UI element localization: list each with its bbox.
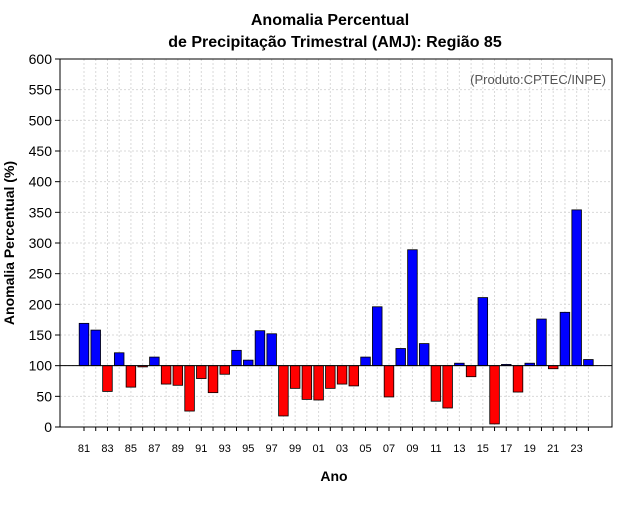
- y-tick-label: 200: [29, 296, 53, 312]
- x-axis-label: Ano: [320, 468, 347, 484]
- bar-2003: [336, 365, 348, 385]
- y-tick-label: 50: [36, 388, 52, 404]
- credit-annotation: (Produto:CPTEC/INPE): [470, 72, 606, 87]
- y-tick-label: 100: [29, 358, 53, 374]
- bar-1982: [90, 329, 101, 367]
- x-tick-label: 09: [406, 443, 418, 455]
- bar-1993: [219, 365, 230, 375]
- x-tick-label: 91: [195, 443, 207, 455]
- bar-2000: [301, 365, 313, 400]
- y-tick-label: 450: [29, 143, 53, 159]
- bar-1983: [102, 365, 113, 392]
- y-tick-label: 0: [44, 419, 52, 435]
- x-tick-label: 05: [359, 443, 371, 455]
- bar-1994: [231, 349, 242, 367]
- bar-2024: [583, 359, 594, 367]
- x-tick-label: 03: [336, 443, 348, 455]
- x-tick-label: 07: [383, 443, 395, 455]
- bar-2002: [325, 365, 336, 389]
- bar-2016: [489, 365, 500, 425]
- bar-2020: [536, 318, 547, 367]
- bar-2018: [512, 365, 524, 393]
- y-tick-label: 550: [29, 82, 53, 98]
- y-axis-label: Anomalia Percentual (%): [1, 161, 17, 325]
- x-tick-label: 81: [78, 443, 90, 455]
- bar-2014: [465, 365, 477, 378]
- x-tick-label: 99: [289, 443, 301, 455]
- x-tick-label: 13: [453, 443, 465, 455]
- x-tick-label: 83: [101, 443, 113, 455]
- grid-layer: [60, 58, 612, 428]
- bar-1984: [113, 352, 125, 367]
- x-tick-label: 19: [524, 443, 536, 455]
- x-tick-label: 97: [266, 443, 278, 455]
- bar-2004: [348, 365, 359, 387]
- bar-1997: [266, 333, 277, 367]
- x-tick-label: 93: [219, 443, 231, 455]
- y-tick-label: 600: [29, 51, 53, 67]
- bar-2007: [383, 365, 395, 398]
- y-tick-label: 250: [29, 266, 53, 282]
- x-tick-label: 95: [242, 443, 254, 455]
- bar-1992: [207, 365, 219, 394]
- y-tick-label: 350: [29, 204, 53, 220]
- bar-1998: [278, 365, 289, 417]
- bar-2008: [395, 348, 406, 367]
- bar-1981: [78, 322, 90, 367]
- bar-1990: [184, 365, 195, 412]
- x-tick-label: 87: [148, 443, 160, 455]
- bar-1987: [149, 356, 160, 367]
- bar-2006: [372, 306, 383, 367]
- bar-layer: [78, 209, 594, 425]
- x-tick-label: 89: [172, 443, 184, 455]
- bar-1999: [289, 365, 301, 389]
- bar-1996: [254, 330, 266, 367]
- bar-2010: [418, 343, 430, 367]
- bar-1989: [172, 365, 184, 386]
- x-tick-label: 23: [571, 443, 583, 455]
- bar-1985: [125, 365, 137, 388]
- bar-2023: [571, 209, 582, 367]
- x-tick-label: 21: [547, 443, 559, 455]
- x-tick-label: 15: [477, 443, 489, 455]
- y-tick-label: 300: [29, 235, 53, 251]
- bar-2022: [559, 311, 571, 367]
- x-tick-label: 01: [312, 443, 324, 455]
- plot-frame: [59, 58, 613, 428]
- y-tick-label: 500: [29, 112, 53, 128]
- bar-1988: [160, 365, 172, 385]
- bar-2015: [477, 297, 489, 367]
- y-tick-label: 150: [29, 327, 53, 343]
- bar-2009: [407, 249, 418, 367]
- bar-2012: [442, 365, 453, 409]
- chart-title-line-1: Anomalia Percentual: [251, 12, 409, 29]
- bar-2011: [430, 365, 442, 402]
- bar-2001: [313, 365, 324, 401]
- y-tick-label: 400: [29, 174, 53, 190]
- x-tick-label: 17: [500, 443, 512, 455]
- bar-1995: [243, 359, 254, 367]
- chart-title-line-2: de Precipitação Trimestral (AMJ): Região…: [168, 34, 502, 51]
- bar-2005: [360, 356, 371, 367]
- x-tick-label: 85: [125, 443, 137, 455]
- bar-1991: [196, 365, 207, 379]
- x-tick-label: 11: [430, 443, 441, 455]
